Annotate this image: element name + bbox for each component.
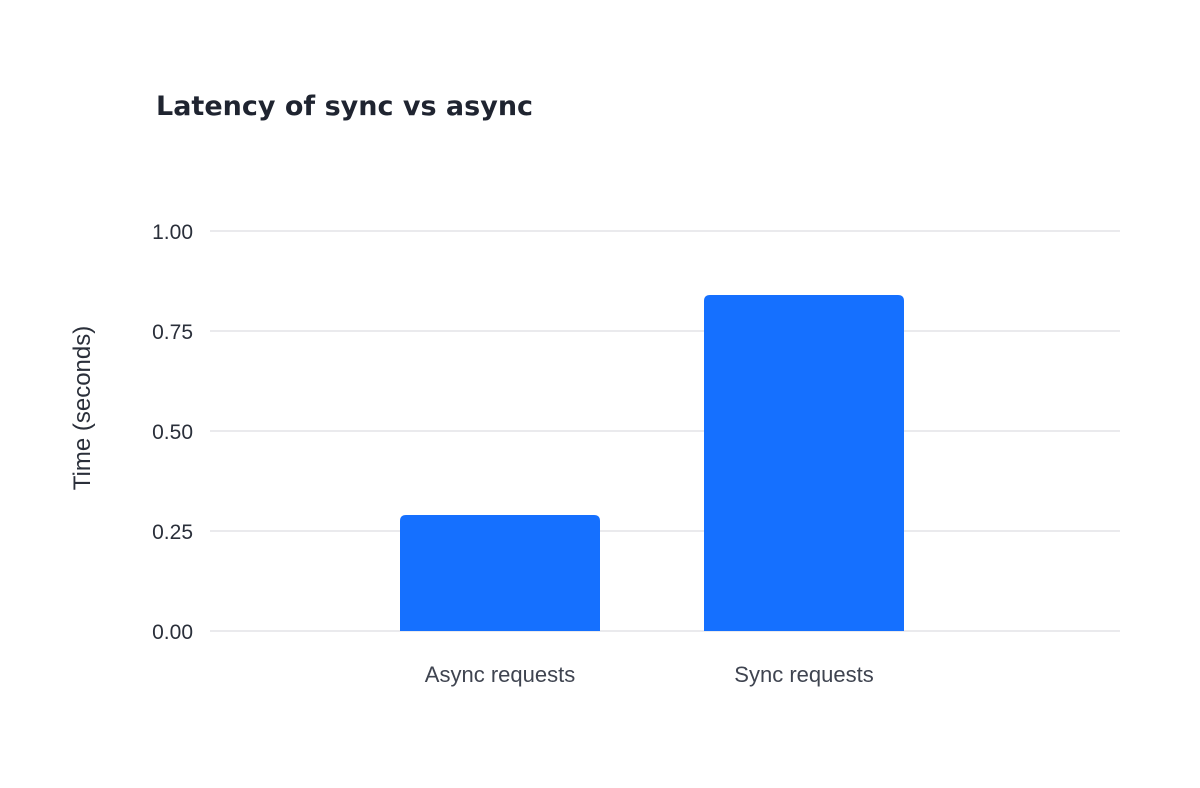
x-tick-label: Sync requests bbox=[734, 662, 873, 687]
y-tick-label: 0.00 bbox=[152, 621, 193, 644]
y-tick-label: 0.75 bbox=[152, 321, 193, 344]
bar-async-requests bbox=[400, 515, 600, 631]
y-axis-title: Time (seconds) bbox=[69, 326, 96, 490]
y-tick-label: 0.25 bbox=[152, 521, 193, 544]
x-tick-label: Async requests bbox=[425, 662, 575, 687]
gridlines bbox=[210, 230, 1120, 632]
chart-title: Latency of sync vs async bbox=[156, 91, 533, 122]
y-tick-label: 1.00 bbox=[152, 221, 193, 244]
bar-sync-requests bbox=[704, 295, 904, 631]
y-tick-label: 0.50 bbox=[152, 421, 193, 444]
bars bbox=[400, 295, 904, 631]
y-axis-ticks: 0.00 0.25 0.50 0.75 1.00 bbox=[152, 221, 193, 644]
x-axis-labels: Async requests Sync requests bbox=[425, 662, 874, 687]
